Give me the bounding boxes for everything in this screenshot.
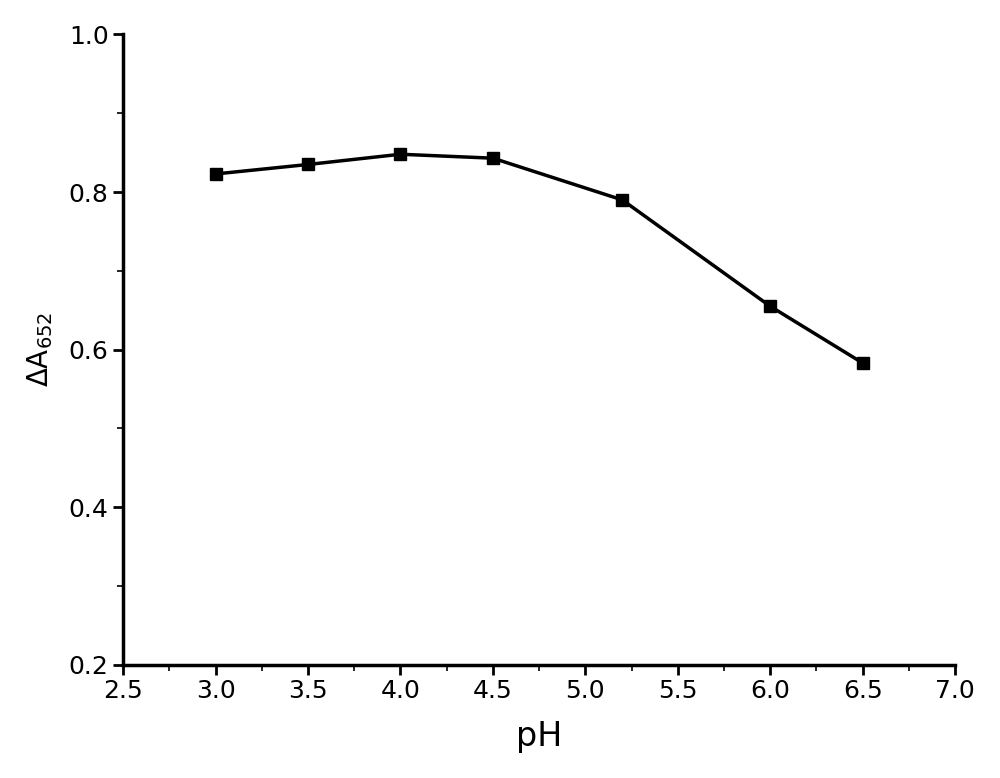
X-axis label: pH: pH	[516, 720, 562, 753]
Y-axis label: $\Delta$A$_{652}$: $\Delta$A$_{652}$	[25, 312, 55, 387]
